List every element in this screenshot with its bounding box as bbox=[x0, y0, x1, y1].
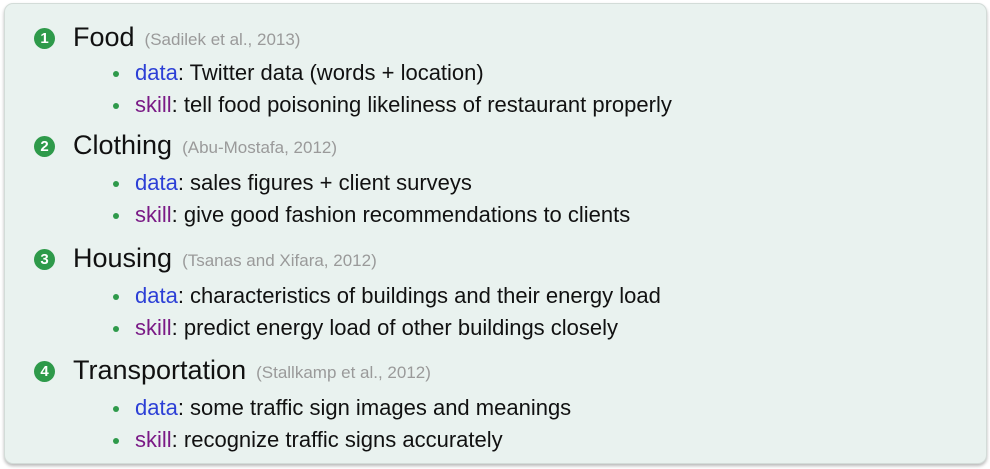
section-title: Housing bbox=[73, 242, 173, 273]
section-heading: 3 Housing (Tsanas and Xifara, 2012) bbox=[34, 238, 377, 278]
data-description: : some traffic sign images and meanings bbox=[177, 395, 572, 420]
skill-keyword: skill bbox=[135, 315, 172, 340]
bullet-dot-icon bbox=[113, 212, 119, 219]
skill-bullet: skill: recognize traffic signs accuratel… bbox=[113, 424, 503, 456]
bullet-dot-icon bbox=[113, 325, 119, 332]
data-description: : characteristics of buildings and their… bbox=[177, 283, 661, 308]
content-panel: 1 Food (Sadilek et al., 2013) data: Twit… bbox=[4, 3, 987, 464]
skill-keyword: skill bbox=[135, 202, 172, 227]
number-badge: 1 bbox=[34, 27, 55, 49]
data-bullet: data: some traffic sign images and meani… bbox=[113, 392, 571, 424]
section-title: Food bbox=[73, 21, 135, 52]
citation: (Stallkamp et al., 2012) bbox=[256, 362, 431, 382]
bullet-dot-icon bbox=[113, 437, 119, 444]
section-title: Transportation bbox=[73, 354, 247, 385]
number-badge: 3 bbox=[34, 248, 55, 270]
citation: (Tsanas and Xifara, 2012) bbox=[182, 250, 377, 270]
bullet-dot-icon bbox=[113, 70, 119, 77]
data-keyword: data bbox=[135, 60, 178, 85]
skill-keyword: skill bbox=[135, 427, 172, 452]
citation: (Abu-Mostafa, 2012) bbox=[182, 137, 338, 157]
data-keyword: data bbox=[135, 395, 178, 420]
skill-description: : predict energy load of other buildings… bbox=[171, 315, 619, 340]
data-bullet: data: Twitter data (words + location) bbox=[113, 57, 484, 89]
data-description: : sales figures + client surveys bbox=[177, 170, 472, 195]
section-heading: 2 Clothing (Abu-Mostafa, 2012) bbox=[34, 125, 337, 165]
bullet-dot-icon bbox=[113, 405, 119, 412]
data-bullet: data: sales figures + client surveys bbox=[113, 167, 472, 199]
citation: (Sadilek et al., 2013) bbox=[144, 29, 301, 49]
data-bullet: data: characteristics of buildings and t… bbox=[113, 280, 661, 312]
section-title: Clothing bbox=[73, 129, 173, 160]
skill-bullet: skill: give good fashion recommendations… bbox=[113, 199, 630, 231]
data-keyword: data bbox=[135, 283, 178, 308]
skill-bullet: skill: tell food poisoning likeliness of… bbox=[113, 89, 672, 121]
bullet-dot-icon bbox=[113, 293, 119, 300]
section-heading: 1 Food (Sadilek et al., 2013) bbox=[34, 17, 300, 57]
section-heading: 4 Transportation (Stallkamp et al., 2012… bbox=[34, 350, 431, 390]
bullet-dot-icon bbox=[113, 102, 119, 109]
bullet-dot-icon bbox=[113, 180, 119, 187]
skill-description: : recognize traffic signs accurately bbox=[171, 427, 503, 452]
number-badge: 2 bbox=[34, 135, 55, 157]
skill-description: : tell food poisoning likeliness of rest… bbox=[171, 92, 672, 117]
number-badge: 4 bbox=[34, 360, 55, 382]
skill-bullet: skill: predict energy load of other buil… bbox=[113, 312, 618, 344]
data-description: : Twitter data (words + location) bbox=[177, 60, 484, 85]
skill-description: : give good fashion recommendations to c… bbox=[171, 202, 631, 227]
data-keyword: data bbox=[135, 170, 178, 195]
skill-keyword: skill bbox=[135, 92, 172, 117]
